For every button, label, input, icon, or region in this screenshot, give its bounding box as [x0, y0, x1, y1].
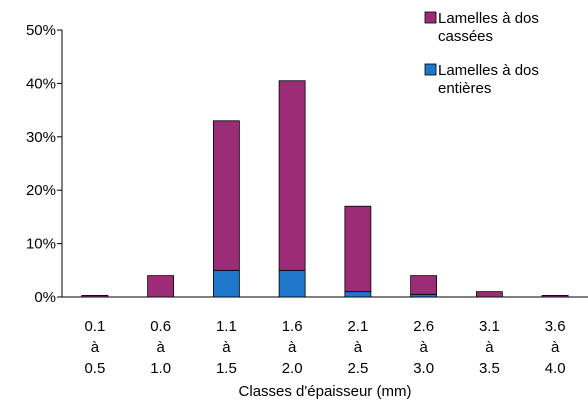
bar-segment-series-1-cat-7	[541, 294, 569, 298]
bar-segment-series-0-cat-3	[278, 269, 306, 298]
x-tick-label: à	[156, 339, 165, 356]
bar-segment-series-1-cat-4	[344, 205, 372, 293]
y-tick-label: 10%	[26, 236, 56, 253]
y-tick-label: 0%	[34, 289, 56, 306]
bar-segment-series-0-cat-4	[344, 291, 372, 298]
bar-segment-series-1-cat-5	[410, 275, 438, 295]
bars-group	[81, 80, 569, 298]
x-tick-label: 0.6	[150, 318, 171, 335]
x-tick-label: à	[91, 339, 100, 356]
legend-label: cassées	[438, 28, 493, 45]
legend-swatch	[424, 63, 437, 76]
x-tick-label: 1.6	[282, 318, 303, 335]
x-tick-label: 4.0	[545, 360, 566, 377]
bar-segment-series-1-cat-1	[147, 275, 175, 298]
bar-segment-series-1-cat-2	[212, 120, 240, 271]
y-axis: 0% 10% 20% 30% 40% 50%	[26, 22, 63, 306]
legend-label: Lamelles à dos	[438, 62, 539, 79]
x-tick-label: à	[354, 339, 363, 356]
x-tick-label: 3.0	[413, 360, 434, 377]
legend-label: Lamelles à dos	[438, 10, 539, 27]
bar-segment-series-0-cat-5	[410, 293, 438, 298]
x-tick-label: 3.5	[479, 360, 500, 377]
y-tick-label: 30%	[26, 129, 56, 146]
x-tick-label: 2.6	[413, 318, 434, 335]
x-tick-label: à	[419, 339, 428, 356]
y-tick-label: 20%	[26, 182, 56, 199]
x-tick-label: à	[485, 339, 494, 356]
x-tick-label: 0.1	[84, 318, 105, 335]
x-tick-label: 3.1	[479, 318, 500, 335]
x-tick-label: 1.1	[216, 318, 237, 335]
x-tick-label: 0.5	[84, 360, 105, 377]
y-tick-label: 40%	[26, 75, 56, 92]
x-tick-label: 2.0	[282, 360, 303, 377]
bar-segment-series-1-cat-3	[278, 80, 306, 271]
x-tick-label: à	[288, 339, 297, 356]
x-tick-labels: 0.1 à 0.5 0.6 à 1.0 1.1 à 1.5 1.6 à 2.0 2.1 à 2.5 2.6 à 3…	[84, 318, 565, 377]
x-tick-label: 2.1	[347, 318, 368, 335]
legend-swatch	[424, 11, 437, 24]
bar-segment-series-1-cat-0	[81, 294, 109, 298]
bar-segment-series-1-cat-6	[475, 291, 503, 298]
x-tick-label: 2.5	[347, 360, 368, 377]
y-tick-label: 50%	[26, 22, 56, 39]
x-axis-title: Classes d'épaisseur (mm)	[239, 383, 412, 400]
bar-segment-series-0-cat-2	[212, 269, 240, 298]
x-tick-label: 1.0	[150, 360, 171, 377]
x-tick-label: 3.6	[545, 318, 566, 335]
x-tick-label: à	[222, 339, 231, 356]
x-tick-label: à	[551, 339, 560, 356]
legend-label: entières	[438, 80, 491, 97]
x-tick-label: 1.5	[216, 360, 237, 377]
